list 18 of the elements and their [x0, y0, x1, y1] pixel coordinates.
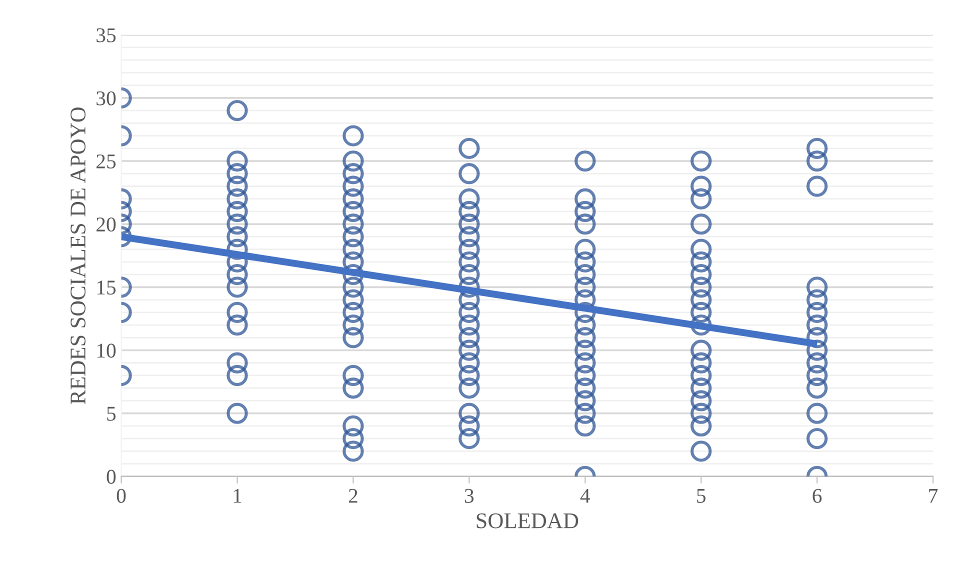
y-axis-title: REDES SOCIALES DE APOYO — [70, 107, 86, 404]
x-tick-label: 4 — [580, 488, 590, 503]
y-tick-label: 10 — [97, 344, 116, 358]
x-axis-title: SOLEDAD — [476, 513, 578, 528]
x-tick-label: 0 — [116, 488, 126, 503]
y-tick-label: 35 — [96, 28, 116, 42]
y-tick-label: 30 — [96, 91, 116, 106]
y-tick-label: 15 — [97, 280, 116, 295]
y-tick-label: 25 — [96, 154, 116, 168]
x-tick-label: 7 — [929, 489, 938, 503]
x-tick-label: 3 — [464, 488, 474, 503]
y-tick-label: 20 — [96, 217, 116, 232]
x-tick-label: 2 — [348, 488, 358, 503]
y-tick-label: 5 — [107, 406, 116, 421]
x-tick-label: 6 — [812, 488, 822, 503]
x-tick-label: 1 — [234, 488, 242, 503]
x-tick-label: 5 — [697, 489, 706, 503]
y-tick-label: 0 — [106, 470, 116, 484]
